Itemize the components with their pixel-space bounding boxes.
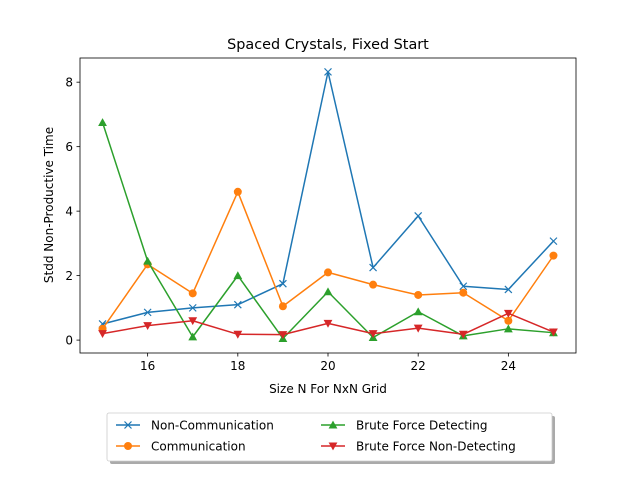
y-tick-label: 8 [65,75,73,89]
data-point [414,290,423,299]
data-point [98,118,107,127]
data-point [188,317,198,326]
data-point [278,279,287,288]
legend-entry-2: Communication [116,440,246,454]
legend-label: Brute Force Non-Detecting [356,440,516,454]
series-layer [98,67,558,343]
legend-label: Communication [151,440,246,454]
data-point [414,212,423,220]
data-point [233,330,243,339]
data-point [323,319,333,328]
legend-entry-1: Non-Communication [116,419,274,433]
plot-frame [79,57,577,354]
data-point [549,251,558,260]
legend-marker [328,420,338,429]
data-point [503,309,513,318]
y-tick-label: 2 [65,269,73,283]
series-2 [98,187,558,333]
data-point [188,289,197,298]
legend-box [106,412,553,462]
data-point [459,288,468,297]
data-point [143,308,152,317]
series-line [102,71,555,325]
data-point [413,324,423,333]
data-point [503,324,513,333]
series-1 [98,67,558,328]
data-point [233,187,242,196]
series-4 [98,309,558,340]
data-point [188,303,197,312]
data-point [278,302,287,311]
data-point [233,300,242,309]
data-point [504,316,513,325]
data-point [324,67,332,76]
legend-label: Brute Force Detecting [356,419,488,433]
data-point [549,328,558,337]
legend-entry-3: Brute Force Detecting [321,419,488,433]
x-tick-label: 20 [320,359,335,373]
data-point [369,263,378,272]
x-tick-label: 22 [411,359,426,373]
data-point [458,330,468,339]
data-point [233,271,243,280]
x-tick-label: 18 [230,359,245,373]
x-axis-label: Size N For NxN Grid [269,382,387,396]
data-point [324,268,332,277]
legend-marker [328,442,338,451]
legend-label: Non-Communication [151,419,274,433]
data-point [369,280,378,289]
legend-entry-4: Brute Force Non-Detecting [321,440,516,454]
legend: Non-Communication Communication Brute Forc… [106,412,555,464]
chart-title: Spaced Crystals, Fixed Start [227,37,429,53]
y-tick-label: 4 [65,204,73,218]
y-axis-label: Stdd Non-Productive Time [42,127,56,283]
data-point [323,287,333,296]
y-tick-label: 6 [65,140,73,154]
series-line [101,191,555,330]
data-point [143,322,153,330]
legend-marker [124,442,132,450]
data-point [549,237,558,246]
data-point [368,330,378,339]
legend-marker [124,421,132,429]
x-tick-label: 16 [140,359,155,373]
data-point [413,307,423,316]
y-tick-label: 0 [65,333,73,347]
data-point [98,330,107,339]
data-point [143,256,153,265]
data-point [278,331,288,340]
data-point [188,332,198,341]
x-tick-label: 24 [501,359,516,373]
data-point [459,282,468,291]
data-point [504,285,513,294]
